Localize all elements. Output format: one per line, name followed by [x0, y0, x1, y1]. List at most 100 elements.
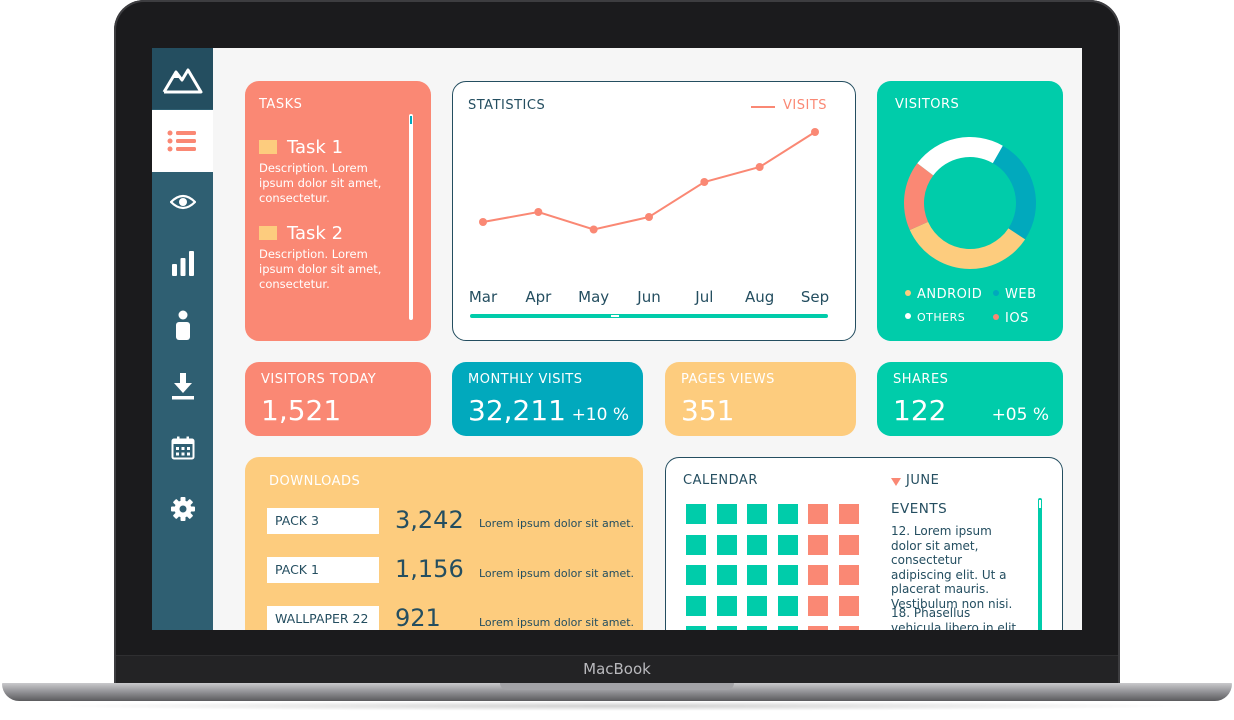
- legend-dot-others: [905, 313, 911, 319]
- calendar-day-cell[interactable]: [838, 565, 859, 585]
- legend-dot-ios: [993, 314, 999, 320]
- pages-views-value: 351: [681, 394, 735, 427]
- visitors-today-value: 1,521: [261, 394, 342, 427]
- calendar-day-cell[interactable]: [777, 504, 798, 524]
- tasks-scrollbar[interactable]: [409, 114, 413, 320]
- calendar-day-cell[interactable]: [808, 595, 828, 616]
- tasks-scroll-thumb[interactable]: [410, 116, 412, 124]
- calendar-day-cell[interactable]: [838, 534, 859, 555]
- calendar-month[interactable]: JUNE: [906, 473, 940, 488]
- calendar-day-cell[interactable]: [808, 565, 828, 585]
- calendar-day-cell[interactable]: [747, 565, 767, 585]
- laptop-notch: [500, 683, 734, 690]
- visits-legend-swatch: [751, 106, 775, 108]
- calendar-day-cell[interactable]: [808, 504, 828, 524]
- events-scrollbar[interactable]: [1038, 498, 1042, 630]
- visits-point-mar[interactable]: [479, 218, 487, 226]
- calendar-day-cell[interactable]: [747, 534, 767, 555]
- calendar-day-cell[interactable]: [716, 534, 737, 555]
- calendar-day-cell[interactable]: [777, 534, 798, 555]
- calendar-day-cell[interactable]: [747, 626, 767, 630]
- sidebar-item-downloads[interactable]: [152, 366, 213, 406]
- calendar-day-cell[interactable]: [716, 595, 737, 616]
- task-1-name: Task 1: [287, 137, 344, 158]
- calendar-day-cell[interactable]: [808, 534, 828, 555]
- shares-label: SHARES: [893, 372, 949, 387]
- sidebar-item-calendar[interactable]: [152, 428, 213, 468]
- download-wallpaper-22-description: Lorem ipsum dolor sit amet.: [479, 616, 635, 629]
- user-icon: [175, 310, 190, 340]
- statistics-card: STATISTICS VISITS Mar Apr May Jun Jul Aug Sep: [452, 81, 856, 341]
- calendar-day-cell[interactable]: [716, 504, 737, 524]
- calendar-day-cell[interactable]: [777, 595, 798, 616]
- download-icon: [171, 373, 194, 400]
- task-1-checkbox[interactable]: [259, 140, 277, 154]
- calendar-day-cell[interactable]: [747, 595, 767, 616]
- donut-slice-ios[interactable]: [904, 163, 934, 231]
- donut-slice-others[interactable]: [917, 136, 1003, 176]
- monthly-visits-label: MONTHLY VISITS: [468, 372, 583, 387]
- download-wallpaper-22-button[interactable]: WALLPAPER 22: [267, 606, 379, 630]
- bar-chart-icon: [171, 251, 194, 276]
- mountain-logo-icon[interactable]: [152, 48, 213, 109]
- calendar-day-cell[interactable]: [716, 565, 737, 585]
- legend-label-web: WEB: [1005, 287, 1037, 302]
- sidebar-item-stats[interactable]: [152, 243, 213, 283]
- visits-point-may[interactable]: [589, 225, 598, 234]
- download-pack-1-description: Lorem ipsum dolor sit amet.: [479, 567, 635, 580]
- tasks-card: TASKS Task 1 Description. Lorem ipsum do…: [245, 81, 431, 341]
- pages-views-label: PAGES VIEWS: [681, 372, 775, 387]
- calendar-day-cell[interactable]: [838, 626, 859, 630]
- laptop-shadow: [40, 701, 1194, 711]
- visits-point-jun[interactable]: [645, 213, 653, 221]
- download-wallpaper-22-count: 921: [395, 604, 441, 630]
- range-slider-handle[interactable]: [611, 315, 619, 317]
- month-dropdown-icon[interactable]: [891, 478, 901, 486]
- chart-range-slider[interactable]: [470, 314, 828, 318]
- calendar-day-cell[interactable]: [838, 504, 859, 524]
- visits-point-jul[interactable]: [700, 178, 709, 186]
- visits-point-aug[interactable]: [755, 163, 764, 171]
- calendar-day-cell[interactable]: [777, 565, 798, 585]
- shares-card: SHARES 122 +05 %: [877, 362, 1063, 436]
- calendar-day-cell[interactable]: [686, 595, 706, 616]
- calendar-day-cell[interactable]: [747, 504, 767, 524]
- sidebar-item-profile[interactable]: [152, 305, 213, 345]
- event-item-18[interactable]: 18. Phasellus vehicula libero in elit te…: [891, 606, 1017, 630]
- calendar-day-cell[interactable]: [716, 626, 737, 630]
- calendar-day-cell[interactable]: [686, 565, 706, 585]
- legend-dot-android: [905, 290, 911, 296]
- calendar-day-cell[interactable]: [777, 626, 798, 630]
- calendar-icon: [171, 436, 194, 460]
- calendar-title: CALENDAR: [683, 473, 758, 488]
- donut-slice-web[interactable]: [992, 145, 1036, 240]
- donut-slice-android[interactable]: [909, 221, 1026, 269]
- legend-label-ios: IOS: [1005, 311, 1029, 326]
- visits-point-sep[interactable]: [811, 128, 819, 136]
- task-1-heading[interactable]: Task 1: [259, 137, 343, 158]
- laptop-base: [2, 683, 1232, 701]
- visits-point-apr[interactable]: [534, 208, 543, 216]
- x-tick-label-apr: Apr: [525, 288, 552, 306]
- calendar-day-cell[interactable]: [808, 626, 828, 630]
- task-2-checkbox[interactable]: [259, 226, 277, 240]
- downloads-card: DOWNLOADS PACK 3 3,242 Lorem ipsum dolor…: [245, 457, 643, 630]
- sidebar-item-settings[interactable]: [152, 489, 213, 529]
- sidebar-item-list[interactable]: [152, 110, 213, 172]
- download-pack-3-button[interactable]: PACK 3: [267, 508, 379, 534]
- event-item-12[interactable]: 12. Lorem ipsum dolor sit amet, consecte…: [891, 524, 1013, 611]
- calendar-day-cell[interactable]: [838, 595, 859, 616]
- eye-icon: [169, 194, 196, 210]
- task-2-heading[interactable]: Task 2: [259, 223, 343, 244]
- calendar-day-cell[interactable]: [686, 534, 706, 555]
- calendar-day-cell[interactable]: [686, 626, 706, 630]
- monthly-visits-change: +10 %: [571, 405, 629, 425]
- shares-value: 122: [893, 394, 947, 427]
- calendar-day-cell[interactable]: [686, 504, 706, 524]
- download-pack-1-button[interactable]: PACK 1: [267, 557, 379, 583]
- sidebar-item-views[interactable]: [152, 182, 213, 222]
- calendar-card: CALENDAR JUNE EVENTS 12. Lorem ipsum dol…: [665, 457, 1063, 630]
- legend-item-web: WEB: [993, 287, 1037, 302]
- events-scroll-thumb[interactable]: [1039, 500, 1041, 508]
- x-tick-label-jun: Jun: [636, 288, 660, 306]
